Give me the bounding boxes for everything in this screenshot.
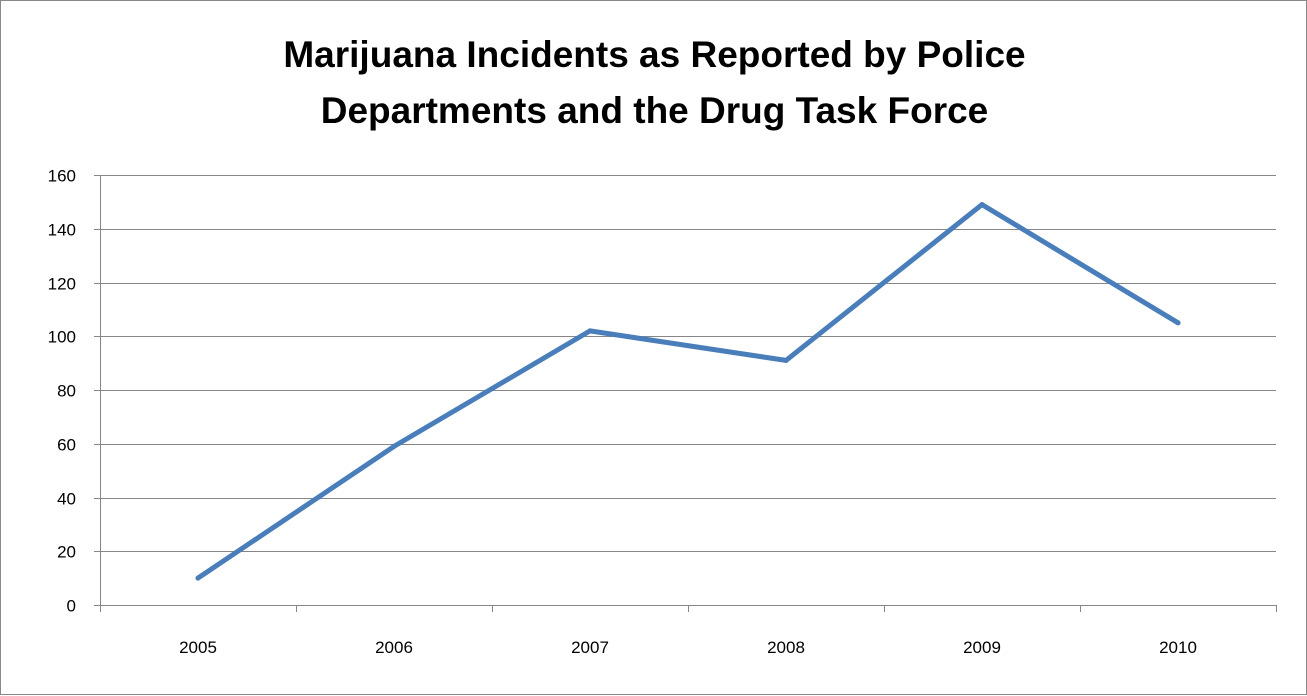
chart-title-line-2: Departments and the Drug Task Force <box>320 90 989 131</box>
data-point <box>195 575 201 581</box>
data-point <box>783 357 789 363</box>
y-tick-label: 20 <box>57 543 76 562</box>
x-tick-label: 2007 <box>571 638 609 657</box>
data-point <box>1175 320 1181 326</box>
y-tick-label: 0 <box>67 597 76 616</box>
y-tick-label: 80 <box>57 382 76 401</box>
y-tick-label: 160 <box>48 167 76 186</box>
x-tick-label: 2009 <box>963 638 1001 657</box>
data-point <box>391 443 397 449</box>
data-point <box>587 328 593 334</box>
chart-title: Marijuana Incidents as Reported by Polic… <box>1 27 1307 139</box>
x-tick-label: 2010 <box>1159 638 1197 657</box>
x-tick-label: 2008 <box>767 638 805 657</box>
data-point <box>979 202 985 208</box>
y-tick-label: 100 <box>48 328 76 347</box>
y-tick-label: 120 <box>48 275 76 294</box>
x-tick-label: 2005 <box>179 638 217 657</box>
chart-title-line-1: Marijuana Incidents as Reported by Polic… <box>283 34 1026 75</box>
y-tick-label: 60 <box>57 436 76 455</box>
x-tick-label: 2006 <box>375 638 413 657</box>
y-tick-label: 40 <box>57 490 76 509</box>
series-line <box>195 202 1181 581</box>
y-tick-label: 140 <box>48 221 76 240</box>
